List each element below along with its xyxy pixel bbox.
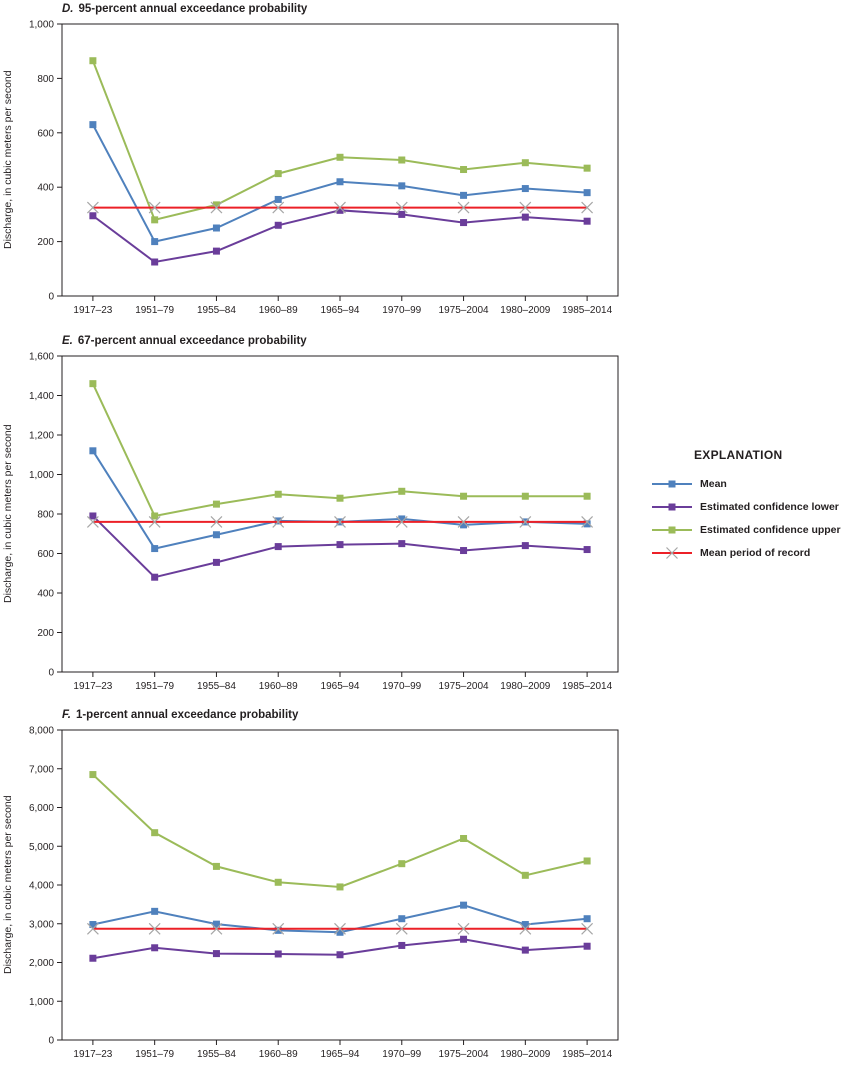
- svg-text:1980–2009: 1980–2009: [500, 1049, 550, 1060]
- svg-text:600: 600: [37, 549, 54, 560]
- svg-text:1970–99: 1970–99: [382, 305, 421, 316]
- legend-item-confidence-lower: Estimated confidence lower: [652, 500, 846, 514]
- chart-panel-f: F. 1-percent annual exceedance probabilit…: [0, 708, 640, 1064]
- svg-text:400: 400: [37, 183, 54, 194]
- svg-text:1,000: 1,000: [29, 20, 54, 31]
- svg-text:1960–89: 1960–89: [259, 305, 298, 316]
- svg-text:0: 0: [48, 292, 54, 303]
- svg-text:1975–2004: 1975–2004: [439, 305, 489, 316]
- svg-text:1,200: 1,200: [29, 431, 54, 442]
- svg-text:3,000: 3,000: [29, 919, 54, 930]
- svg-text:1955–84: 1955–84: [197, 1049, 236, 1060]
- chart-panel-e: E. 67-percent annual exceedance probabili…: [0, 334, 640, 696]
- svg-text:7,000: 7,000: [29, 764, 54, 775]
- svg-text:1951–79: 1951–79: [135, 1049, 174, 1060]
- svg-text:1985–2014: 1985–2014: [562, 305, 612, 316]
- svg-text:2,000: 2,000: [29, 958, 54, 969]
- chart-panel-d: D. 95-percent annual exceedance probabili…: [0, 2, 640, 320]
- legend-item-mean: Mean: [652, 477, 846, 491]
- svg-text:1975–2004: 1975–2004: [439, 681, 489, 692]
- legend-label-mean-period-of-record: Mean period of record: [700, 547, 811, 559]
- svg-text:1,600: 1,600: [29, 352, 54, 363]
- svg-text:1980–2009: 1980–2009: [500, 305, 550, 316]
- y-axis-label-e: Discharge, in cubic meters per second: [2, 424, 14, 604]
- svg-text:1960–89: 1960–89: [259, 681, 298, 692]
- svg-text:1965–94: 1965–94: [321, 681, 360, 692]
- legend-title: EXPLANATION: [694, 448, 783, 462]
- legend: EXPLANATION Mean Estimated confidence lo…: [652, 448, 846, 569]
- legend-label-mean: Mean: [700, 478, 727, 490]
- svg-text:1917–23: 1917–23: [73, 1049, 112, 1060]
- plot-f: 0 1,000 2,000 3,000 4,000 5,000 6,000 7,000 8,00…: [29, 726, 619, 1060]
- svg-text:1965–94: 1965–94: [321, 305, 360, 316]
- svg-text:1951–79: 1951–79: [135, 305, 174, 316]
- legend-label-confidence-lower: Estimated confidence lower: [700, 501, 839, 513]
- panel-letter-d: D.: [62, 3, 74, 15]
- svg-text:1975–2004: 1975–2004: [439, 1049, 489, 1060]
- svg-text:200: 200: [37, 628, 54, 639]
- chart-e-title-text: 67-percent annual exceedance probability: [77, 335, 307, 347]
- svg-text:1955–84: 1955–84: [197, 681, 236, 692]
- svg-text:0: 0: [48, 1036, 54, 1047]
- svg-text:4,000: 4,000: [29, 881, 54, 892]
- svg-text:400: 400: [37, 589, 54, 600]
- chart-e-title: E. 67-percent annual exceedance probabili…: [0, 334, 640, 350]
- legend-swatch-upper-icon: [652, 526, 692, 534]
- svg-text:1,000: 1,000: [29, 470, 54, 481]
- legend-swatch-lower-icon: [652, 503, 692, 511]
- svg-text:800: 800: [37, 74, 54, 85]
- chart-f-title: F. 1-percent annual exceedance probabilit…: [0, 708, 640, 724]
- chart-d-title-text: 95-percent annual exceedance probability: [78, 3, 308, 15]
- panel-letter-e: E.: [62, 335, 73, 347]
- legend-item-mean-period-of-record: Mean period of record: [652, 546, 846, 560]
- svg-text:0: 0: [48, 668, 54, 679]
- svg-text:600: 600: [37, 128, 54, 139]
- svg-text:1917–23: 1917–23: [73, 681, 112, 692]
- svg-text:1960–89: 1960–89: [259, 1049, 298, 1060]
- svg-text:1970–99: 1970–99: [382, 681, 421, 692]
- y-axis-label-f: Discharge, in cubic meters per second: [2, 795, 14, 975]
- svg-text:200: 200: [37, 237, 54, 248]
- svg-text:1980–2009: 1980–2009: [500, 681, 550, 692]
- chart-f-title-text: 1-percent annual exceedance probability: [75, 709, 299, 721]
- svg-text:5,000: 5,000: [29, 842, 54, 853]
- svg-text:1965–94: 1965–94: [321, 1049, 360, 1060]
- y-axis-label-d: Discharge, in cubic meters per second: [2, 70, 14, 250]
- plot-e: 0 200 400 600 800 1,000 1,200 1,400 1,600 1917–23…: [29, 352, 619, 692]
- legend-label-confidence-upper: Estimated confidence upper: [700, 524, 841, 536]
- plot-d: 0 200 400 600 800 1,000 1917–23 1951–79 1955–84 1…: [29, 20, 619, 316]
- svg-text:6,000: 6,000: [29, 803, 54, 814]
- svg-text:1970–99: 1970–99: [382, 1049, 421, 1060]
- svg-text:800: 800: [37, 510, 54, 521]
- legend-item-confidence-upper: Estimated confidence upper: [652, 523, 846, 537]
- svg-text:1,000: 1,000: [29, 997, 54, 1008]
- legend-swatch-mean-icon: [652, 480, 692, 488]
- chart-d-title: D. 95-percent annual exceedance probabili…: [0, 2, 640, 18]
- svg-text:1985–2014: 1985–2014: [562, 1049, 612, 1060]
- svg-text:1951–79: 1951–79: [135, 681, 174, 692]
- svg-text:1917–23: 1917–23: [73, 305, 112, 316]
- svg-text:1985–2014: 1985–2014: [562, 681, 612, 692]
- svg-text:1955–84: 1955–84: [197, 305, 236, 316]
- svg-text:8,000: 8,000: [29, 726, 54, 737]
- panel-letter-f: F.: [62, 709, 71, 721]
- legend-swatch-record-icon: [652, 547, 692, 559]
- svg-text:1,400: 1,400: [29, 391, 54, 402]
